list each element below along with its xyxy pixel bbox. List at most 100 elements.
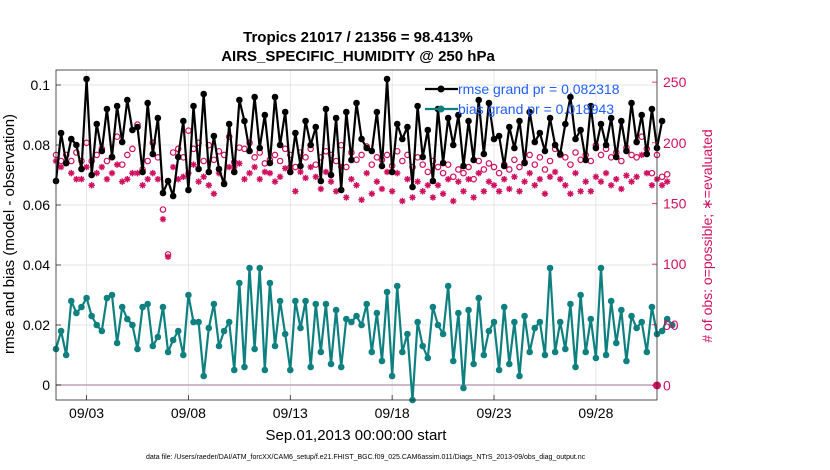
bias-point [93, 321, 101, 329]
bias-point [302, 297, 309, 305]
y-right-tick-label: 50 [663, 317, 679, 333]
rmse-point [536, 129, 544, 137]
bias-point [73, 309, 80, 317]
rmse-point [103, 105, 111, 113]
bias-point [78, 303, 85, 311]
obs-possible-point [480, 166, 488, 173]
obs-evaluated-point [516, 188, 523, 195]
obs-evaluated-point [607, 182, 615, 189]
rmse-point [658, 117, 666, 125]
y-left-axis-ticks: 0 0.02 0.04 0.06 0.08 0.1 [23, 77, 61, 393]
rmse-point [444, 114, 452, 122]
obs-possible-point [572, 149, 579, 156]
bias-series [52, 264, 676, 404]
rmse-point [190, 102, 197, 110]
bias-point [455, 309, 462, 317]
rmse-point [88, 171, 95, 179]
obs-evaluated-point [378, 185, 386, 193]
bias-point [449, 357, 457, 365]
x-tick-label: 09/28 [578, 405, 613, 421]
obs-evaluated-point [190, 161, 197, 168]
y-right-tick-label: 150 [663, 195, 687, 211]
rmse-point [144, 99, 151, 107]
rmse-point [648, 105, 656, 113]
rmse-point [154, 114, 162, 122]
y-left-tick-label: 0 [42, 377, 50, 393]
bias-point [541, 351, 549, 359]
bias-point [353, 312, 360, 320]
bias-point [88, 312, 95, 320]
bias-point [251, 345, 258, 353]
bias-point [414, 318, 421, 326]
bias-point [159, 303, 167, 311]
rmse-point [159, 189, 167, 197]
obs-evaluated-point [383, 168, 391, 176]
rmse-point [490, 135, 498, 143]
bias-point [373, 309, 381, 317]
obs-possible-point [358, 151, 365, 159]
rmse-point [57, 129, 65, 137]
obs-evaluated-point [241, 175, 248, 183]
bias-point [470, 360, 477, 368]
obs-possible-point [200, 157, 208, 165]
obs-evaluated-point [455, 178, 462, 185]
bias-point [62, 351, 70, 359]
bias-point [236, 279, 243, 287]
bias-point [419, 342, 427, 350]
bias-point [185, 291, 192, 299]
obs-evaluated-point [460, 188, 467, 195]
rmse-point [225, 120, 233, 128]
obs-possible-point [633, 154, 640, 161]
rmse-point [480, 150, 488, 158]
obs-evaluated-point [164, 253, 172, 261]
rmse-point [602, 141, 610, 149]
obs-evaluated-point [470, 194, 477, 201]
legend-bias-label: bias grand pr = 0.018943 [458, 101, 614, 117]
bias-point [490, 318, 498, 326]
rmse-point [541, 147, 549, 155]
bias-point [205, 324, 213, 332]
bias-point [169, 336, 177, 344]
chart-title-line1: Tropics 21017 / 21356 = 98.413% [243, 29, 473, 46]
rmse-point [633, 138, 640, 146]
obs-evaluated-point [119, 178, 126, 185]
legend-rmse-label: rmse grand pr = 0.082318 [458, 81, 620, 97]
obs-evaluated-point [597, 178, 605, 185]
bias-point [546, 264, 554, 272]
rmse-point [200, 90, 208, 98]
obs-evaluated-point [175, 175, 182, 183]
bias-point [307, 363, 314, 371]
obs-evaluated-point [429, 194, 437, 201]
obs-possible-point [516, 163, 523, 171]
bias-point [511, 318, 518, 326]
rmse-line [54, 77, 664, 198]
bias-point [633, 324, 640, 332]
bias-point [164, 348, 172, 356]
obs-evaluated-point [292, 188, 299, 195]
obs-evaluated-point [205, 182, 212, 189]
bias-point [572, 363, 579, 371]
y-right-axis-label: # of obs: o=possible; ∗=evaluated [699, 129, 715, 342]
bias-point [495, 366, 503, 374]
obs-possible-point [449, 173, 457, 181]
obs-evaluated-point [103, 175, 111, 183]
rmse-point [419, 153, 427, 161]
bias-point [404, 330, 411, 338]
rmse-point [455, 111, 462, 119]
obs-evaluated-point [485, 178, 493, 185]
rmse-point [562, 120, 569, 128]
obs-evaluated-point [643, 169, 651, 177]
obs-evaluated-point [623, 172, 630, 179]
bias-point [643, 348, 651, 356]
y-left-tick-label: 0.02 [23, 317, 50, 333]
obs-evaluated-point [180, 173, 187, 180]
bias-point [134, 345, 141, 353]
obs-evaluated-point [246, 169, 253, 177]
obs-possible-point [628, 151, 635, 159]
obs-evaluated-point [495, 188, 503, 195]
rmse-point [62, 159, 70, 167]
obs-possible-point [169, 149, 177, 156]
obs-evaluated-point [592, 173, 600, 180]
rmse-point [256, 144, 264, 152]
rmse-point [230, 168, 238, 176]
